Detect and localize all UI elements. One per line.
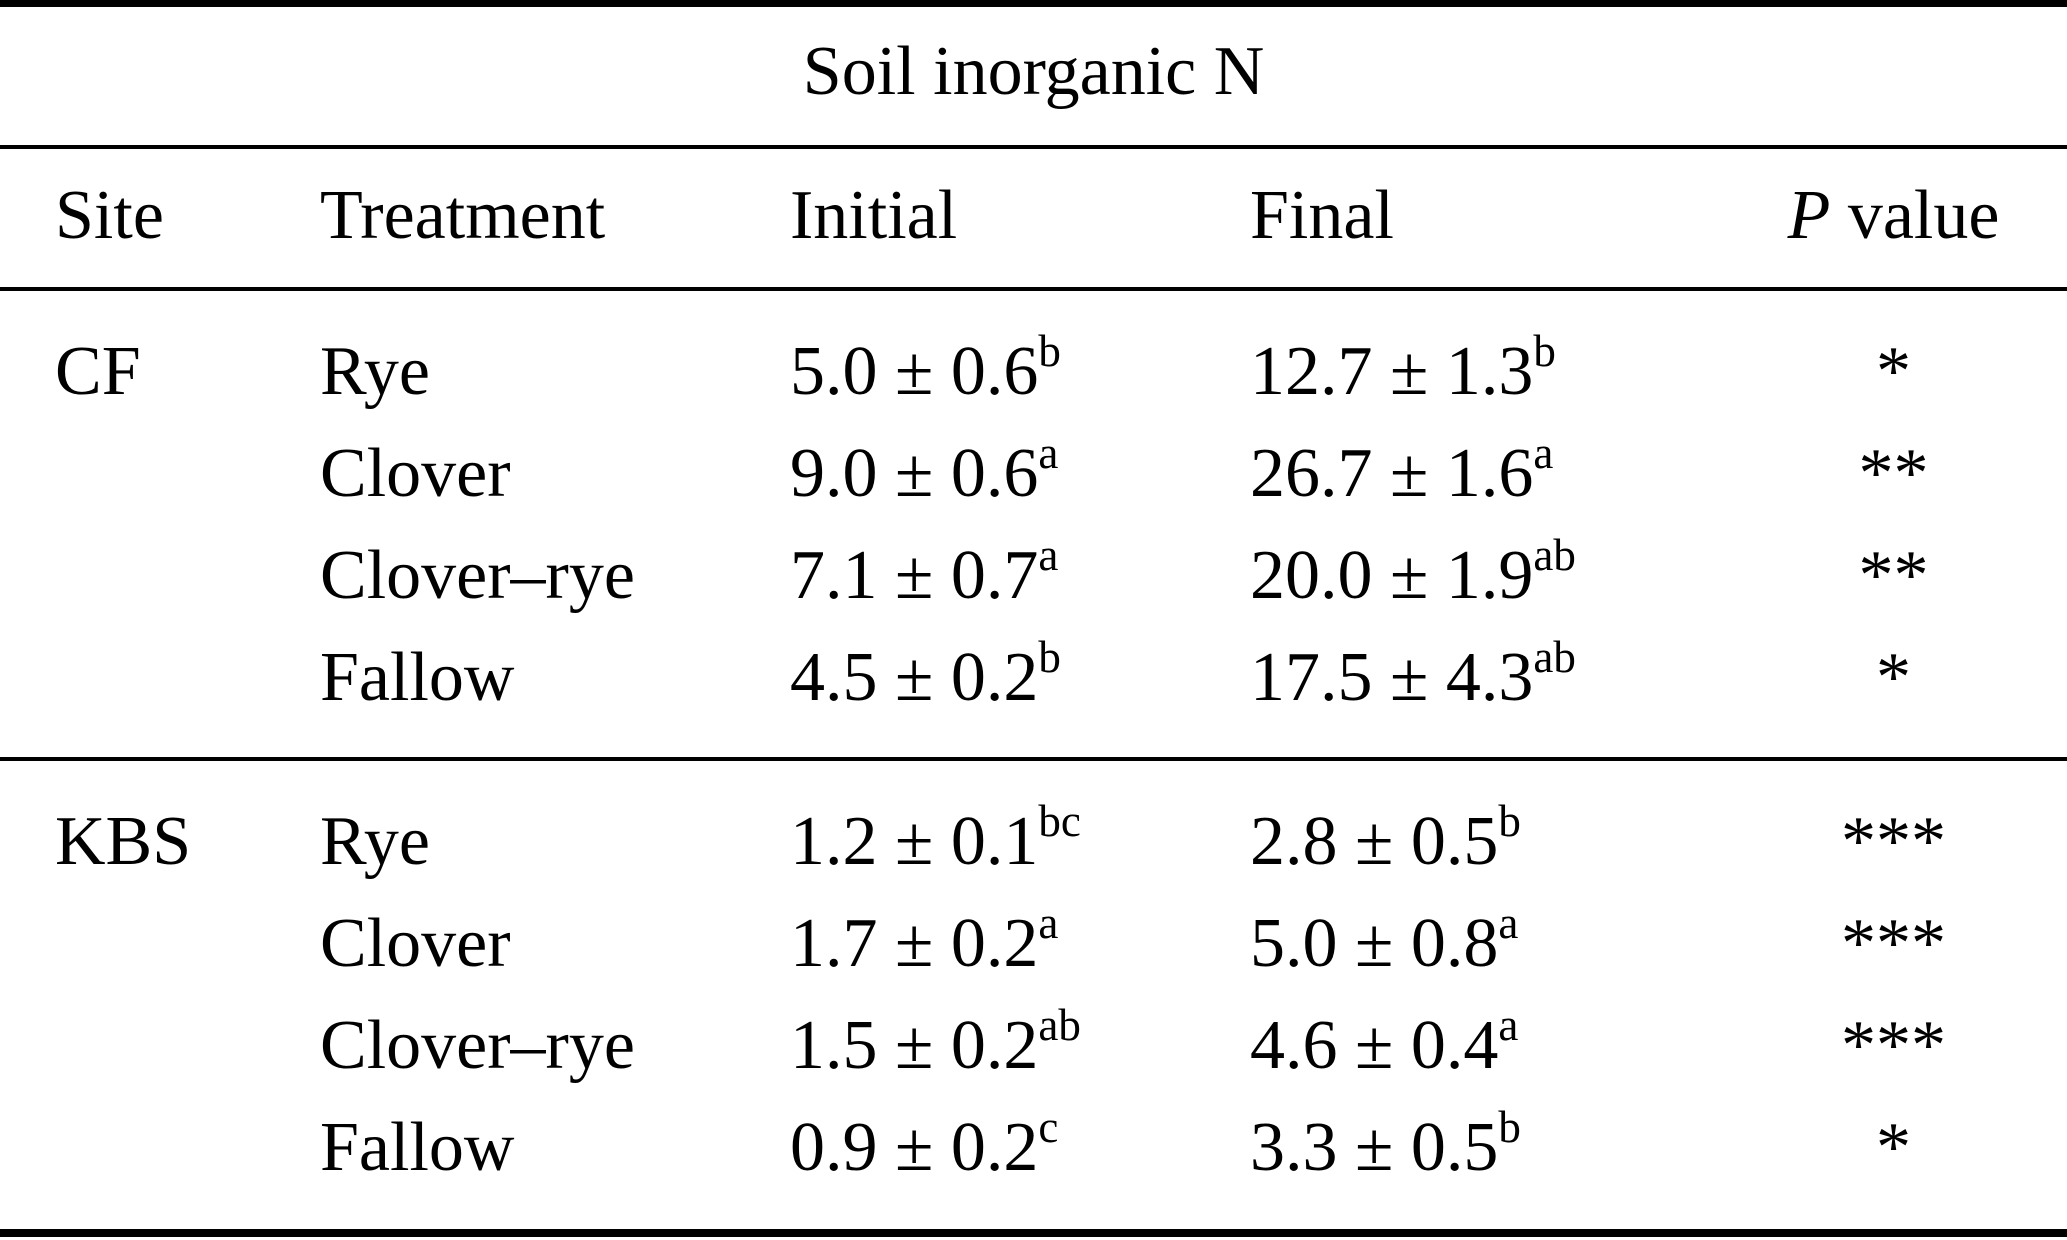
table-row: Clover 9.0 ± 0.6a 26.7 ± 1.6a ** xyxy=(0,423,2067,525)
initial-value: 1.2 ± 0.1 xyxy=(790,803,1039,880)
initial-value: 0.9 ± 0.2 xyxy=(790,1109,1039,1186)
initial-superscript: b xyxy=(1038,632,1061,682)
final-superscript: a xyxy=(1533,428,1554,478)
final-value: 12.7 ± 1.3 xyxy=(1250,333,1534,410)
final-cell: 4.6 ± 0.4a xyxy=(1250,995,1720,1097)
treatment-cell: Fallow xyxy=(320,627,790,761)
final-superscript: a xyxy=(1498,1000,1519,1050)
final-value: 2.8 ± 0.5 xyxy=(1250,803,1499,880)
initial-superscript: b xyxy=(1038,326,1061,376)
final-superscript: ab xyxy=(1533,530,1576,580)
initial-superscript: bc xyxy=(1038,796,1081,846)
table-row: CF Rye 5.0 ± 0.6b 12.7 ± 1.3b * xyxy=(0,289,2067,423)
p-italic-label: P xyxy=(1787,177,1831,254)
header-row: Site Treatment Initial Final P value xyxy=(0,147,2067,291)
initial-cell: 5.0 ± 0.6b xyxy=(790,289,1250,423)
final-cell: 3.3 ± 0.5b xyxy=(1250,1097,1720,1233)
final-value: 4.6 ± 0.4 xyxy=(1250,1007,1499,1084)
initial-superscript: ab xyxy=(1038,1000,1081,1050)
table-row: Fallow 0.9 ± 0.2c 3.3 ± 0.5b * xyxy=(0,1097,2067,1233)
treatment-cell: Clover xyxy=(320,905,511,982)
final-superscript: a xyxy=(1498,898,1519,948)
final-cell: 5.0 ± 0.8a xyxy=(1250,893,1720,995)
initial-value: 4.5 ± 0.2 xyxy=(790,639,1039,716)
final-cell: 17.5 ± 4.3ab xyxy=(1250,627,1720,761)
final-cell: 20.0 ± 1.9ab xyxy=(1250,525,1720,627)
site-cell xyxy=(0,893,320,995)
p-value-label-rest: value xyxy=(1830,177,2000,254)
initial-cell: 1.5 ± 0.2ab xyxy=(790,995,1250,1097)
treatment-cell: Clover–rye xyxy=(320,1007,635,1084)
treatment-cell: Clover xyxy=(320,435,511,512)
site-cell: CF xyxy=(55,333,141,410)
initial-superscript: c xyxy=(1038,1102,1059,1152)
site-cell xyxy=(0,995,320,1097)
p-value-cell: *** xyxy=(1841,905,1947,982)
site-cell xyxy=(0,423,320,525)
initial-value: 5.0 ± 0.6 xyxy=(790,333,1039,410)
column-header-site: Site xyxy=(0,147,320,291)
initial-value: 9.0 ± 0.6 xyxy=(790,435,1039,512)
p-value-cell: * xyxy=(1876,1109,1912,1186)
table-row: Clover 1.7 ± 0.2a 5.0 ± 0.8a *** xyxy=(0,893,2067,995)
table-title: Soil inorganic N xyxy=(0,3,2067,149)
column-header-p-value: P value xyxy=(1720,147,2067,291)
p-value-cell: * xyxy=(1876,333,1912,410)
treatment-cell: Clover–rye xyxy=(320,537,635,614)
table-row: Fallow 4.5 ± 0.2b 17.5 ± 4.3ab * xyxy=(0,627,2067,761)
column-header-treatment: Treatment xyxy=(320,147,790,291)
initial-superscript: a xyxy=(1038,898,1059,948)
initial-value: 1.5 ± 0.2 xyxy=(790,1007,1039,1084)
final-value: 26.7 ± 1.6 xyxy=(1250,435,1534,512)
p-value-cell: *** xyxy=(1841,803,1947,880)
treatment-cell: Fallow xyxy=(320,1109,515,1186)
final-superscript: ab xyxy=(1533,632,1576,682)
column-header-initial: Initial xyxy=(790,147,1250,291)
final-cell: 2.8 ± 0.5b xyxy=(1250,759,1720,893)
site-cell: KBS xyxy=(55,803,192,880)
initial-value: 1.7 ± 0.2 xyxy=(790,905,1039,982)
final-value: 17.5 ± 4.3 xyxy=(1250,639,1534,716)
initial-cell: 1.7 ± 0.2a xyxy=(790,893,1250,995)
p-value-cell: *** xyxy=(1841,1007,1947,1084)
treatment-cell: Rye xyxy=(320,333,430,410)
table-row: KBS Rye 1.2 ± 0.1bc 2.8 ± 0.5b *** xyxy=(0,759,2067,893)
initial-superscript: a xyxy=(1038,530,1059,580)
final-superscript: b xyxy=(1533,326,1556,376)
initial-value: 7.1 ± 0.7 xyxy=(790,537,1039,614)
site-cell xyxy=(0,627,320,761)
treatment-cell: Rye xyxy=(320,803,430,880)
final-cell: 12.7 ± 1.3b xyxy=(1250,289,1720,423)
initial-cell: 9.0 ± 0.6a xyxy=(790,423,1250,525)
final-value: 20.0 ± 1.9 xyxy=(1250,537,1534,614)
initial-cell: 7.1 ± 0.7a xyxy=(790,525,1250,627)
p-value-cell: * xyxy=(1720,627,2067,761)
table-row: Clover–rye 1.5 ± 0.2ab 4.6 ± 0.4a *** xyxy=(0,995,2067,1097)
p-value-cell: ** xyxy=(1858,537,1929,614)
initial-cell: 1.2 ± 0.1bc xyxy=(790,759,1250,893)
site-cell xyxy=(0,525,320,627)
title-row: Soil inorganic N xyxy=(0,3,2067,149)
final-value: 5.0 ± 0.8 xyxy=(1250,905,1499,982)
p-value-cell: ** xyxy=(1858,435,1929,512)
initial-superscript: a xyxy=(1038,428,1059,478)
initial-cell: 4.5 ± 0.2b xyxy=(790,627,1250,761)
column-header-final: Final xyxy=(1250,147,1720,291)
final-superscript: b xyxy=(1498,796,1521,846)
site-cell xyxy=(0,1097,320,1233)
final-value: 3.3 ± 0.5 xyxy=(1250,1109,1499,1186)
final-cell: 26.7 ± 1.6a xyxy=(1250,423,1720,525)
initial-cell: 0.9 ± 0.2c xyxy=(790,1097,1250,1233)
final-superscript: b xyxy=(1498,1102,1521,1152)
table-row: Clover–rye 7.1 ± 0.7a 20.0 ± 1.9ab ** xyxy=(0,525,2067,627)
